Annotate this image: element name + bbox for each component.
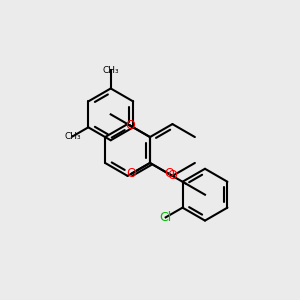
Text: O: O: [125, 119, 135, 132]
Text: O: O: [164, 167, 174, 181]
Text: CH₃: CH₃: [102, 66, 119, 75]
Text: CH₃: CH₃: [64, 132, 81, 141]
Text: O: O: [167, 169, 177, 182]
Text: O: O: [126, 167, 136, 181]
Text: Cl: Cl: [160, 211, 172, 224]
